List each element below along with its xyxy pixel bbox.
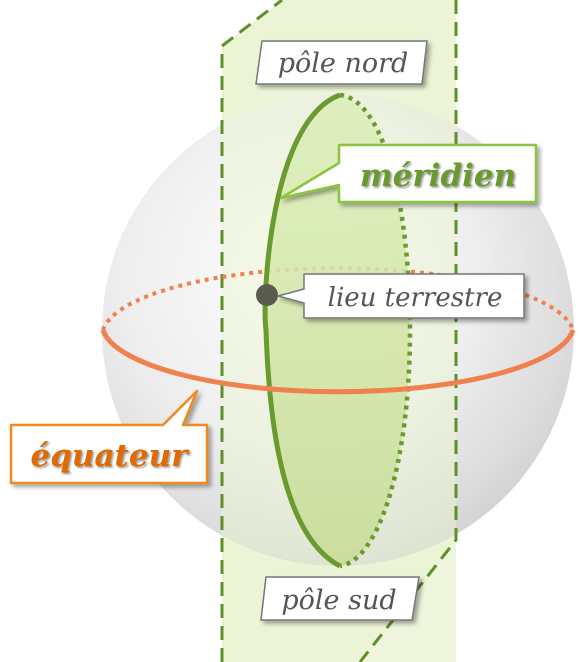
equator-callout — [9, 389, 209, 485]
north-pole-callout — [255, 40, 428, 85]
equator-label: équateur — [31, 438, 191, 474]
equator-back — [101, 266, 575, 331]
meridian-front — [262, 92, 342, 569]
meridian-label: méridien — [360, 158, 516, 194]
meridian-plane-edge-left — [220, 0, 283, 662]
place-point — [256, 284, 278, 306]
equator-front — [100, 329, 576, 395]
south-pole-label: pôle sud — [281, 585, 396, 616]
meridian-lens — [265, 95, 410, 566]
meridian-callout — [279, 143, 538, 204]
place-label: lieu terrestre — [328, 283, 503, 313]
north-pole-label: pôle nord — [278, 48, 409, 79]
south-pole-callout — [260, 576, 420, 621]
place-callout — [277, 273, 525, 319]
